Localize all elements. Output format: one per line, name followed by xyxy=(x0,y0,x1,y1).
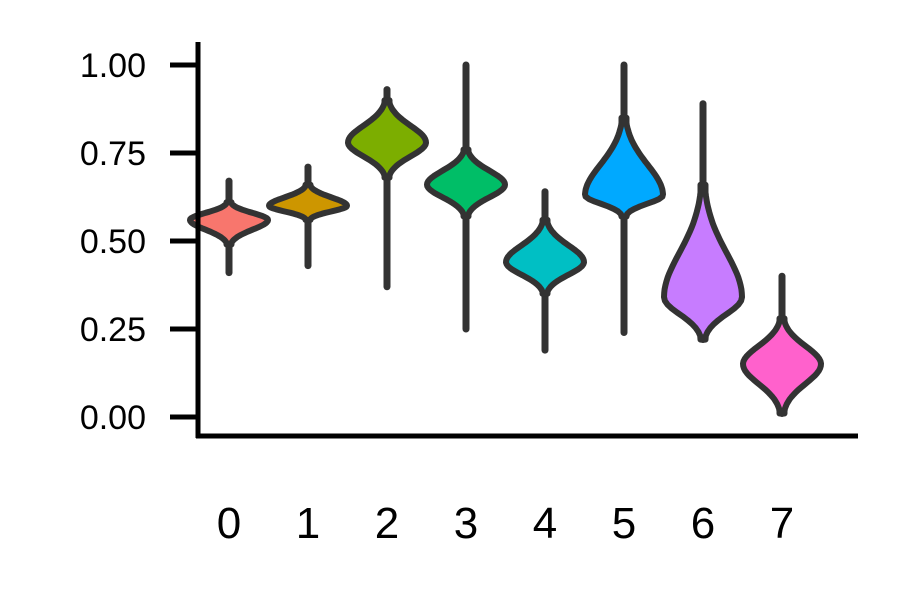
violin-4 xyxy=(503,188,587,354)
violin-body xyxy=(345,97,429,181)
violin-7 xyxy=(740,272,824,417)
violin-layer xyxy=(187,61,824,417)
x-ticks: 0 1 2 3 4 5 6 7 xyxy=(217,499,794,548)
violin-1 xyxy=(266,163,350,270)
violin-body xyxy=(740,315,824,417)
x-tick-label: 6 xyxy=(691,499,715,548)
y-tick-label: 0.00 xyxy=(80,399,146,437)
violin-body xyxy=(424,146,508,220)
violin-0 xyxy=(187,177,271,277)
x-tick-label: 7 xyxy=(770,499,794,548)
x-tick-label: 0 xyxy=(217,499,241,548)
violin-body xyxy=(266,181,350,223)
y-tick-label: 0.50 xyxy=(80,223,146,261)
x-tick-label: 5 xyxy=(612,499,636,548)
violin-3 xyxy=(424,61,508,333)
violin-body xyxy=(582,114,666,220)
violin-5 xyxy=(582,61,666,337)
x-tick-label: 4 xyxy=(533,499,557,548)
y-tick-label: 0.75 xyxy=(80,135,146,173)
x-tick-label: 2 xyxy=(375,499,399,548)
violin-6 xyxy=(661,100,745,344)
x-tick-label: 1 xyxy=(296,499,320,548)
y-tick-label: 1.00 xyxy=(80,47,146,85)
y-tick-label: 0.25 xyxy=(80,311,146,349)
violin-body xyxy=(503,216,587,297)
violin-2 xyxy=(345,86,429,291)
violin-body xyxy=(187,199,271,248)
violin-body xyxy=(661,181,745,343)
x-tick-label: 3 xyxy=(454,499,478,548)
y-ticks: 0.00 0.25 0.50 0.75 1.00 xyxy=(80,47,198,437)
